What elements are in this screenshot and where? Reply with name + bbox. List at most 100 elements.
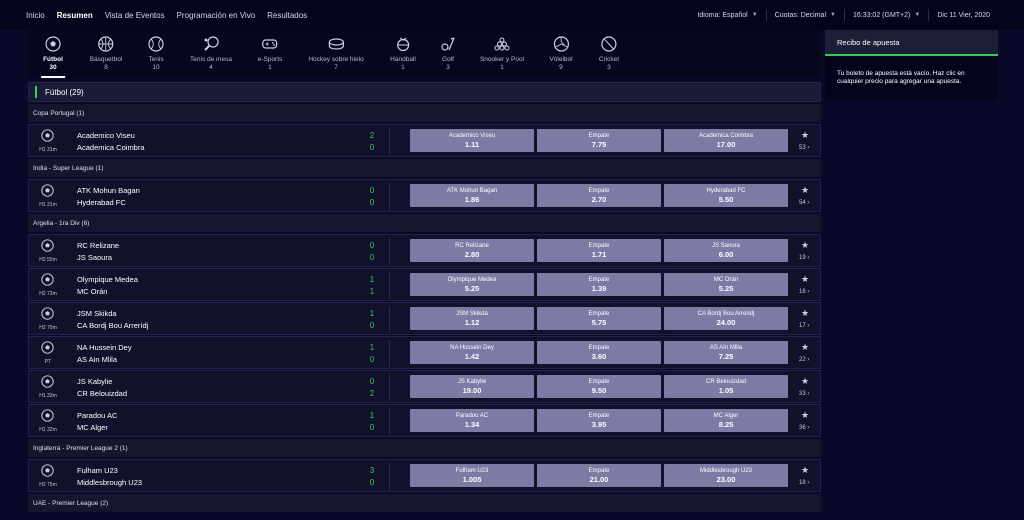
match-row[interactable]: H2 70m JSM Skikda CA Bordj Bou Arrerídj 1 0 J… [28, 302, 821, 335]
sport-tab-v-leibol[interactable]: Vóleibol 9 [549, 36, 573, 72]
odds-label: Olympique Medea [447, 277, 497, 283]
odds-away-button[interactable]: Middlesbrough U23 23.00 [664, 464, 788, 487]
nav-link-resumen[interactable]: Resumen [56, 10, 93, 20]
nav-link-resultados[interactable]: Resultados [267, 10, 308, 20]
odds-draw-button[interactable]: Empate 2.70 [537, 184, 661, 207]
odds-home-button[interactable]: ATK Mohun Bagan 1.86 [410, 184, 534, 207]
odds-label: Academico Viseu [448, 133, 496, 139]
favorite-star-icon[interactable]: ★ [801, 130, 810, 140]
odds-value: 1.86 [464, 195, 480, 204]
match-row[interactable]: H1 31m ATK Mohun Bagan Hyderabad FC 0 0 ATK M… [28, 179, 821, 212]
odds-home-button[interactable]: Olympique Medea 5.25 [410, 273, 534, 296]
odds-value: 1.42 [464, 352, 480, 361]
odds-away-button[interactable]: CA Bordj Bou Arreridj 24.00 [664, 307, 788, 330]
odds-draw-button[interactable]: Empate 1.71 [537, 239, 661, 262]
more-markets-link[interactable]: 33 › [799, 391, 809, 397]
odds-draw-button[interactable]: Empate 5.75 [537, 307, 661, 330]
language-selector[interactable]: Idioma: Español ▼ [689, 9, 765, 21]
odds-home-button[interactable]: JSM Skikda 1.12 [410, 307, 534, 330]
favorite-star-icon[interactable]: ★ [801, 308, 810, 318]
odds-home-button[interactable]: RC Relizane 2.80 [410, 239, 534, 262]
odds-away-button[interactable]: CR Belouizdad 1.05 [664, 375, 788, 398]
bet-slip-header[interactable]: Recibo de apuesta [825, 30, 998, 56]
match-row[interactable]: PT NA Hussein Dey AS Ain Mlila 1 0 NA Hussein… [28, 336, 821, 369]
odds-value: 5.75 [591, 318, 607, 327]
match-row[interactable]: H2 73m Olympique Medea MC Orán 1 1 Olympique … [28, 268, 821, 301]
odds-draw-button[interactable]: Empate 7.75 [537, 129, 661, 152]
sport-tab-handball[interactable]: Handball 1 [390, 36, 416, 72]
sport-tab-tenis-de-mesa[interactable]: Tenis de mesa 4 [190, 36, 232, 72]
league-header[interactable]: Copa Portugal (1) [28, 104, 821, 122]
favorite-star-icon[interactable]: ★ [801, 410, 810, 420]
odds-draw-button[interactable]: Empate 9.50 [537, 375, 661, 398]
odds-label: JSM Skikda [456, 311, 488, 317]
odds-home-button[interactable]: Paradou AC 1.34 [410, 409, 534, 432]
odds-away-button[interactable]: MC Orán 5.25 [664, 273, 788, 296]
more-markets-count: 18 [799, 480, 806, 486]
odds-label: AS Aïn Mlila [709, 345, 743, 351]
favorite-star-icon[interactable]: ★ [801, 342, 810, 352]
sport-tab-hockey-sobre-hielo[interactable]: Hockey sobre hielo 7 [308, 36, 364, 72]
favorite-star-icon[interactable]: ★ [801, 376, 810, 386]
hockey-puck-icon [328, 36, 344, 52]
odds-away-button[interactable]: Academica Coimbra 17.00 [664, 129, 788, 152]
odds-label: NA Hussein Dey [450, 345, 494, 351]
league-header[interactable]: Inglaterra - Premier League 2 (1) [28, 439, 821, 457]
match-row[interactable]: H1 32m Paradou AC MC Alger 1 0 Paradou AC 1.34… [28, 404, 821, 437]
match-row[interactable]: H2 55m RC Relizane JS Saoura 0 0 RC Relizane 2… [28, 234, 821, 267]
timezone-selector[interactable]: 16:33:02 (GMT+2) ▼ [843, 9, 928, 21]
nav-link-programación-en-vivo[interactable]: Programación en Vivo [176, 10, 256, 20]
favorite-star-icon[interactable]: ★ [801, 240, 810, 250]
odds-draw-button[interactable]: Empate 1.39 [537, 273, 661, 296]
nav-link-vista-de-eventos[interactable]: Vista de Eventos [104, 10, 165, 20]
bet-slip-title: Recibo de apuesta [837, 37, 900, 47]
favorite-star-icon[interactable]: ★ [801, 465, 810, 475]
bet-slip: Recibo de apuesta Tu boleto de apuesta e… [825, 30, 998, 100]
odds-draw-button[interactable]: Empate 21.00 [537, 464, 661, 487]
odds-away-button[interactable]: JS Saoura 6.00 [664, 239, 788, 262]
odds-home-button[interactable]: Academico Viseu 1.11 [410, 129, 534, 152]
odds-home-button[interactable]: Fulham U23 1.005 [410, 464, 534, 487]
sport-tab-golf[interactable]: Golf 3 [440, 36, 456, 72]
league-header[interactable]: India - Super League (1) [28, 159, 821, 177]
more-markets-link[interactable]: 16 › [799, 289, 809, 295]
more-markets-link[interactable]: 18 › [799, 480, 809, 486]
nav-link-inicio[interactable]: Inicio [26, 10, 45, 20]
odds-draw-button[interactable]: Empate 3.95 [537, 409, 661, 432]
sport-tab-snooker-y-pool[interactable]: Snooker y Pool 1 [480, 36, 524, 72]
sport-tab-f-tbol[interactable]: Fútbol 30 [43, 36, 63, 72]
favorite-star-icon[interactable]: ★ [801, 274, 810, 284]
league-header[interactable]: UAE - Premier League (2) [28, 494, 821, 512]
favorite-star-icon[interactable]: ★ [801, 185, 810, 195]
match-row[interactable]: H1 33m JS Kabylie CR Belouizdad 0 2 JS Kabyli… [28, 370, 821, 403]
odds-value: 3.60 [591, 352, 607, 361]
match-row[interactable]: H2 75m Fulham U23 Middlesbrough U23 3 0 Fulha… [28, 459, 821, 492]
sport-tab-e-sports[interactable]: e-Sports 1 [257, 36, 283, 72]
odds-away-button[interactable]: AS Aïn Mlila 7.25 [664, 341, 788, 364]
more-markets-link[interactable]: 36 › [799, 425, 809, 431]
sport-tab-b-squetbol[interactable]: Básquetbol 8 [90, 36, 122, 72]
bet-slip-message: Tu boleto de apuesta está vacío. Haz cli… [837, 70, 965, 85]
odds-draw-button[interactable]: Empate 3.60 [537, 341, 661, 364]
match-row[interactable]: H1 31m Academico Viseu Academica Coimbra 2 0… [28, 124, 821, 157]
odds-home-button[interactable]: NA Hussein Dey 1.42 [410, 341, 534, 364]
more-markets-link[interactable]: 53 › [799, 145, 809, 151]
odds-away-button[interactable]: Hyderabad FC 5.50 [664, 184, 788, 207]
chevron-right-icon: › [805, 323, 810, 329]
odds-value: 1.71 [591, 250, 607, 259]
more-markets-link[interactable]: 17 › [799, 323, 809, 329]
more-markets-count: 16 [799, 289, 806, 295]
sport-tab-cricket[interactable]: Cricket 3 [599, 36, 619, 72]
league-header[interactable]: Argelia - 1ra Div (6) [28, 214, 821, 232]
odds-home-button[interactable]: JS Kabylie 19.00 [410, 375, 534, 398]
odds-away-button[interactable]: MC Alger 8.25 [664, 409, 788, 432]
sport-tab-tenis[interactable]: Tenis 10 [148, 36, 164, 72]
sport-tab-label: e-Sports [257, 56, 283, 63]
more-markets-link[interactable]: 19 › [799, 255, 809, 261]
sport-tab-count: 7 [334, 64, 338, 71]
home-score: 1 [369, 343, 375, 352]
odds-format-selector[interactable]: Cuotas: Decimal ▼ [765, 9, 844, 21]
soccer-ball-icon [41, 307, 54, 320]
more-markets-link[interactable]: 54 › [799, 200, 809, 206]
more-markets-link[interactable]: 22 › [799, 357, 809, 363]
